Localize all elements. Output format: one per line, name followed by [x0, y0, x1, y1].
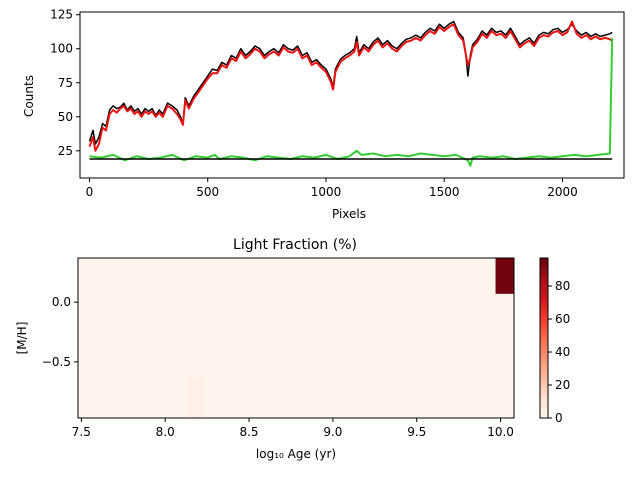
y-tick-label: 75 [58, 76, 73, 90]
x-tick-label: 9.0 [323, 425, 342, 439]
colorbar-ticks: 0 20 40 60 80 [548, 279, 570, 425]
colorbar-tick-label: 80 [555, 279, 570, 293]
y-tick-label: 25 [58, 144, 73, 158]
colorbar-tick-label: 40 [555, 345, 570, 359]
counts-panel: 0 500 1000 1500 2000 25 50 75 100 125 Pixels Cou… [22, 8, 625, 221]
x-tick-label: 2000 [547, 185, 578, 199]
x-tick-label: 10.0 [487, 425, 514, 439]
y-tick-label: −0.5 [42, 355, 71, 369]
heatmap-cell [187, 378, 204, 418]
x-tick-label: 500 [196, 185, 219, 199]
light-fraction-panel: Light Fraction (%) 7.5 8.0 8.5 9.0 9.5 10.0 0… [15, 237, 570, 461]
x-tick-label: 1500 [429, 185, 460, 199]
y-tick-label: 0.0 [52, 295, 71, 309]
y-tick-label: 125 [50, 8, 73, 22]
colorbar-tick-label: 20 [555, 378, 570, 392]
series-line-3 [89, 37, 614, 167]
series-line-2 [88, 20, 613, 152]
counts-series-group [88, 20, 614, 167]
counts-y-axis-label: Counts [22, 75, 36, 117]
x-tick-label: 8.5 [239, 425, 258, 439]
counts-x-ticks: 0 500 1000 1500 2000 [86, 178, 578, 199]
heatmap-cells [187, 258, 514, 418]
heatmap-y-axis-label: [M/H] [15, 322, 29, 355]
heatmap-y-ticks: 0.0 −0.5 [42, 295, 78, 369]
heatmap-cell [495, 258, 514, 294]
colorbar [539, 257, 549, 419]
counts-x-axis-label: Pixels [332, 207, 366, 221]
heatmap-x-axis-label: log₁₀ Age (yr) [256, 447, 336, 461]
x-tick-label: 1000 [311, 185, 342, 199]
x-tick-label: 0 [86, 185, 94, 199]
x-tick-label: 7.5 [72, 425, 91, 439]
x-tick-label: 8.0 [156, 425, 175, 439]
colorbar-tick-label: 0 [555, 411, 563, 425]
y-tick-label: 100 [50, 42, 73, 56]
heatmap-x-ticks: 7.5 8.0 8.5 9.0 9.5 10.0 [72, 418, 514, 439]
y-tick-label: 50 [58, 110, 73, 124]
heatmap-frame [77, 257, 515, 419]
x-tick-label: 9.5 [407, 425, 426, 439]
heatmap-title: Light Fraction (%) [233, 237, 357, 253]
counts-y-ticks: 25 50 75 100 125 [50, 8, 80, 158]
series-line-1 [88, 20, 613, 145]
colorbar-tick-label: 60 [555, 312, 570, 326]
heatmap-background [78, 258, 514, 418]
counts-plot-frame [79, 11, 625, 179]
